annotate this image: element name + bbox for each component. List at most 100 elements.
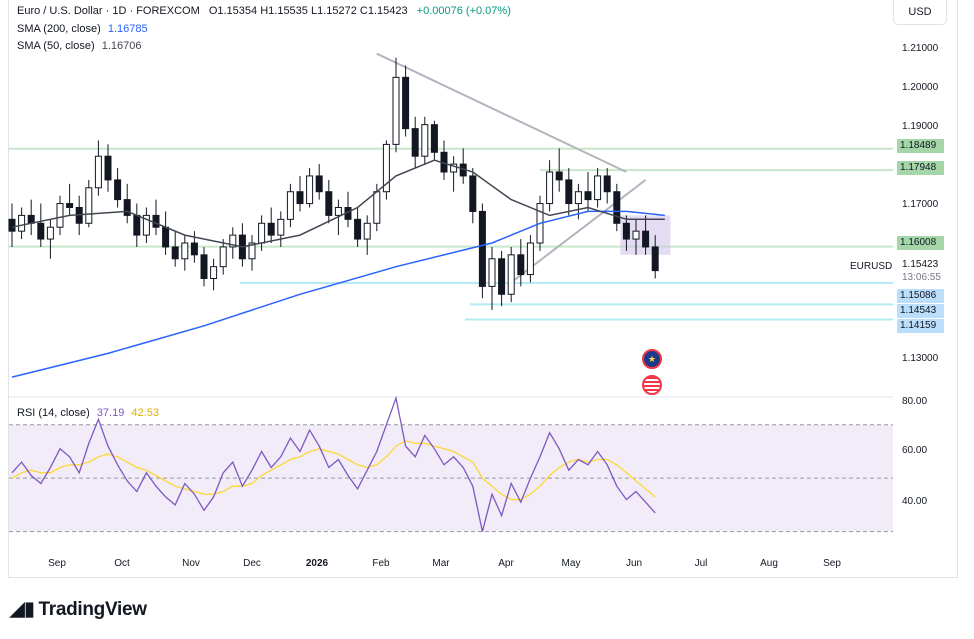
candle-body bbox=[642, 230, 650, 248]
rsi-ma-value: 42.53 bbox=[131, 407, 159, 419]
symbol-title: Euro / U.S. Dollar · 1D · FOREXCOM bbox=[17, 5, 200, 17]
rsi-legend[interactable]: RSI (14, close) 37.19 42.53 bbox=[17, 407, 159, 419]
candle-body bbox=[277, 218, 285, 236]
time-label: Sep bbox=[823, 558, 841, 569]
candle-body bbox=[402, 76, 410, 130]
chart-frame bbox=[8, 0, 958, 578]
candle-body bbox=[229, 234, 237, 248]
candle-body bbox=[46, 226, 54, 240]
candle-body bbox=[114, 179, 122, 201]
sma50-label: SMA (50, close) bbox=[17, 40, 95, 52]
price-tick: 1.21000 bbox=[902, 43, 939, 54]
ohlc-values: O1.15354 H1.15535 L1.15272 C1.15423 bbox=[208, 5, 408, 17]
candle-body bbox=[478, 210, 486, 287]
candle-body bbox=[133, 214, 141, 236]
candle-body bbox=[171, 246, 179, 260]
sma200-legend[interactable]: SMA (200, close) 1.16785 bbox=[17, 23, 148, 35]
time-label: 2026 bbox=[305, 558, 329, 569]
countdown: 13:06:55 bbox=[902, 272, 941, 283]
candle-body bbox=[354, 218, 362, 240]
candle-body bbox=[258, 222, 266, 244]
us-flag-icon[interactable] bbox=[642, 375, 662, 395]
candle-body bbox=[411, 128, 419, 157]
candle-body bbox=[267, 222, 275, 236]
sma200-value: 1.16785 bbox=[107, 23, 148, 35]
candle-body bbox=[66, 203, 74, 209]
time-label: Sep bbox=[48, 558, 66, 569]
sma200-line bbox=[11, 210, 665, 378]
sma200-label: SMA (200, close) bbox=[17, 23, 101, 35]
rsi-tick: 40.00 bbox=[902, 496, 928, 507]
candle-body bbox=[296, 191, 304, 205]
time-label: Nov bbox=[182, 558, 200, 569]
candle-body bbox=[315, 175, 323, 193]
logo-text: TradingView bbox=[38, 599, 147, 620]
rsi-tick: 60.00 bbox=[902, 445, 928, 456]
candle-body bbox=[546, 171, 554, 205]
price-tick: 1.20000 bbox=[902, 82, 939, 93]
candle-body bbox=[363, 222, 371, 240]
candle-body bbox=[104, 155, 112, 181]
candle-body bbox=[498, 258, 506, 295]
candle-body bbox=[382, 143, 390, 193]
candle-body bbox=[248, 242, 256, 260]
candle-body bbox=[517, 254, 525, 276]
tradingview-logo[interactable]: ◢▮ TradingView bbox=[10, 598, 147, 621]
candle-body bbox=[373, 191, 381, 224]
candle-body bbox=[594, 175, 602, 201]
level-badge-5: 1.14543 bbox=[897, 304, 944, 318]
candle-body bbox=[325, 191, 333, 216]
candle-body bbox=[574, 191, 582, 205]
candle-body bbox=[8, 218, 16, 232]
candle-body bbox=[622, 222, 630, 240]
sma50-value: 1.16706 bbox=[101, 40, 142, 52]
level-badge-4: 1.15086 bbox=[897, 289, 944, 303]
triangle-trendline bbox=[376, 52, 627, 173]
candle-body bbox=[210, 266, 218, 279]
candle-body bbox=[162, 226, 170, 248]
sma50-legend[interactable]: SMA (50, close) 1.16706 bbox=[17, 40, 141, 52]
candle-body bbox=[584, 191, 592, 201]
time-label: Feb bbox=[372, 558, 390, 569]
candle-body bbox=[632, 230, 640, 240]
candle-body bbox=[94, 155, 102, 189]
candle-body bbox=[286, 191, 294, 220]
candle-body bbox=[450, 163, 458, 173]
eu-flag-icon[interactable]: ★ bbox=[642, 349, 662, 369]
candle-body bbox=[613, 191, 621, 224]
candle-body bbox=[651, 246, 659, 272]
level-badge-3: 1.16008 bbox=[897, 236, 944, 250]
candle-body bbox=[56, 203, 64, 228]
time-label: Apr bbox=[498, 558, 514, 569]
symbol-legend: Euro / U.S. Dollar · 1D · FOREXCOM O1.15… bbox=[17, 5, 511, 17]
level-badge-2: 1.17948 bbox=[897, 161, 944, 175]
candle-body bbox=[190, 242, 198, 256]
time-label: Dec bbox=[243, 558, 261, 569]
sma50-line bbox=[11, 159, 665, 248]
candle-body bbox=[85, 187, 93, 224]
candle-body bbox=[219, 246, 227, 268]
candle-body bbox=[421, 124, 429, 157]
price-tick: 1.19000 bbox=[902, 121, 939, 132]
candle-body bbox=[507, 254, 515, 295]
candle-body bbox=[200, 254, 208, 279]
time-label: Mar bbox=[432, 558, 450, 569]
candle-body bbox=[152, 214, 160, 228]
symbol-tag: EURUSD bbox=[850, 261, 893, 272]
time-label: Aug bbox=[760, 558, 778, 569]
candle-body bbox=[181, 242, 189, 260]
price-tick: 1.13000 bbox=[902, 353, 939, 364]
rsi-tick: 80.00 bbox=[902, 396, 928, 407]
candle-body bbox=[37, 222, 45, 240]
time-label: May bbox=[561, 558, 581, 569]
currency-button[interactable]: USD bbox=[893, 0, 947, 25]
candle-body bbox=[430, 124, 438, 153]
candle-body bbox=[306, 175, 314, 205]
time-label: Jun bbox=[625, 558, 643, 569]
candle-body bbox=[565, 179, 573, 205]
candle-body bbox=[488, 258, 496, 287]
change-value: +0.00076 (+0.07%) bbox=[416, 5, 511, 17]
candle-body bbox=[469, 175, 477, 212]
level-badge-1: 1.18489 bbox=[897, 139, 944, 153]
